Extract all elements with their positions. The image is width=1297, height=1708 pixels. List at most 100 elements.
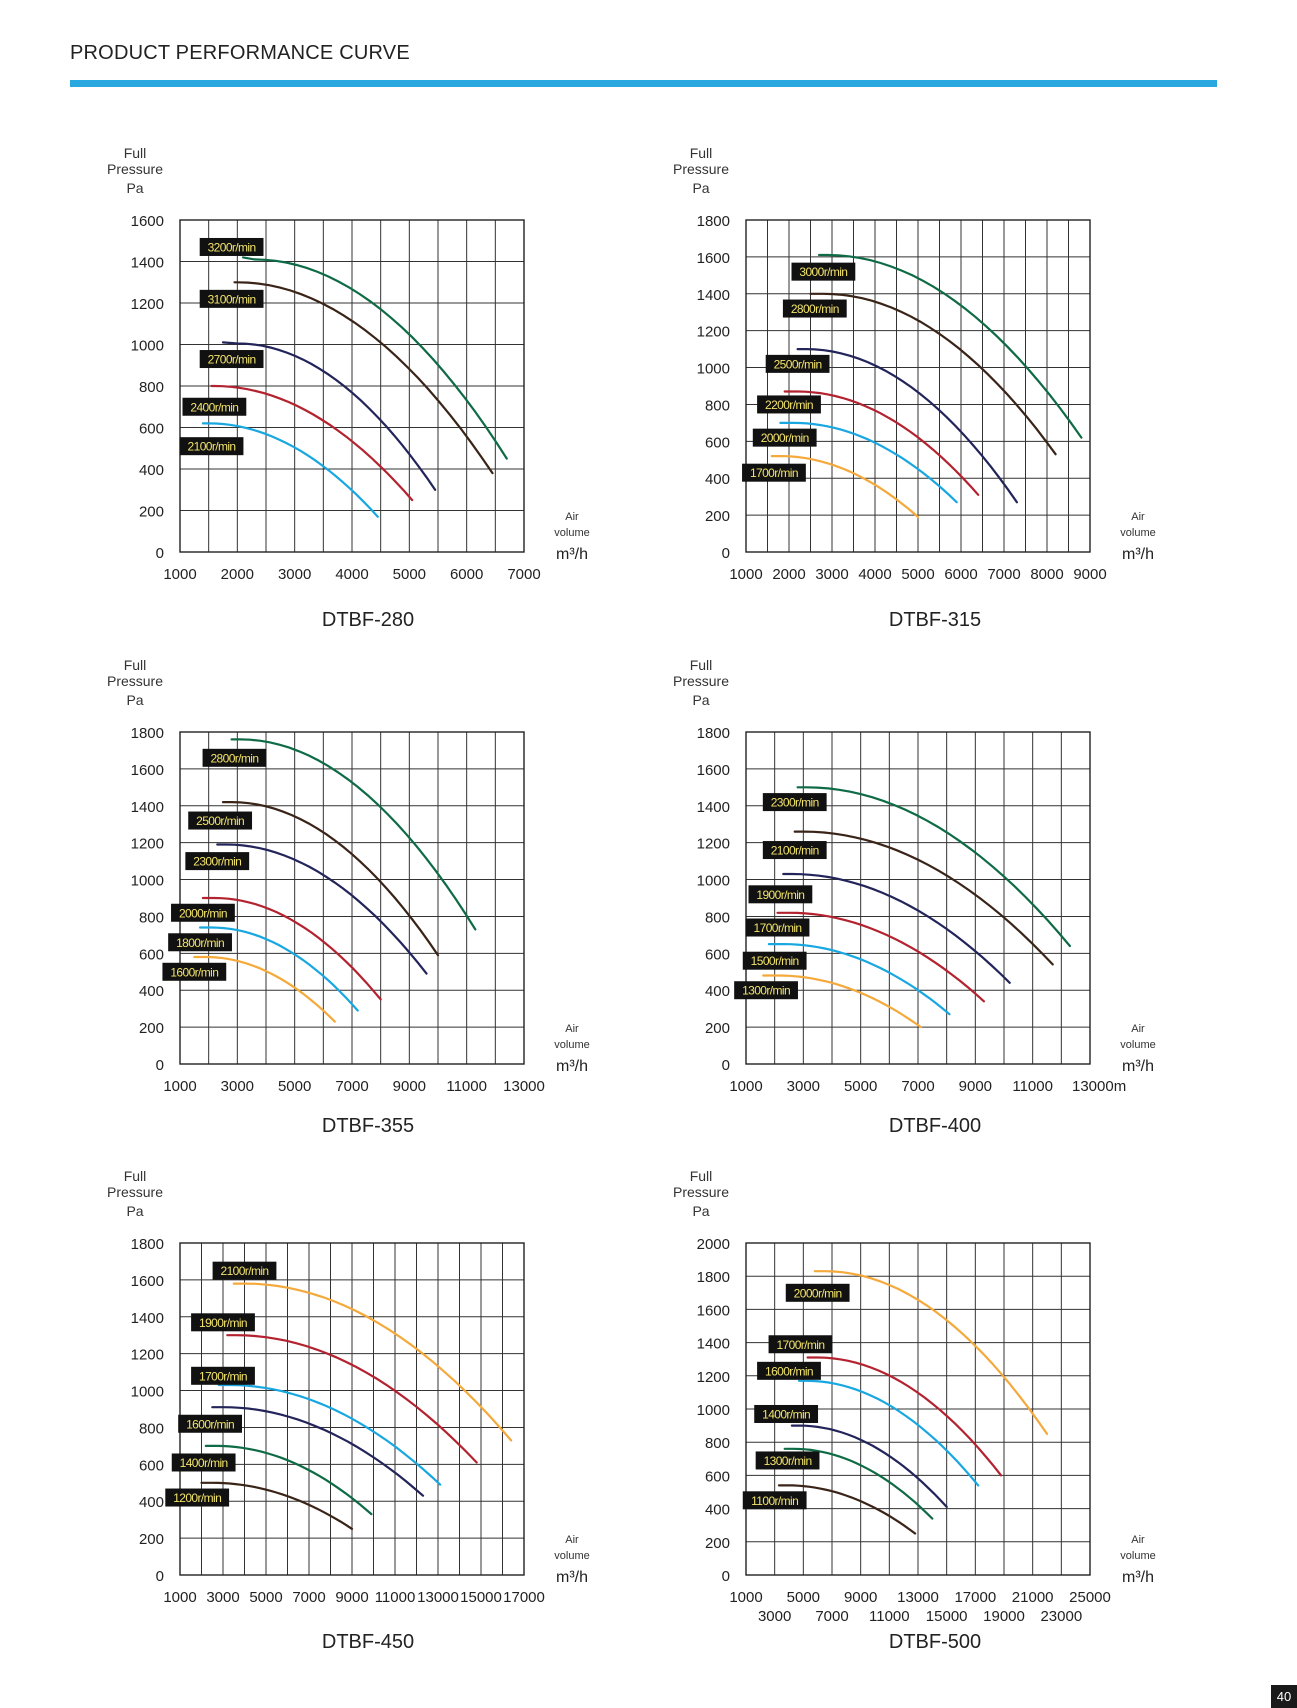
series-line bbox=[782, 872, 1011, 984]
series-line bbox=[221, 341, 437, 491]
series-label-text: 1700r/min bbox=[754, 921, 802, 935]
series-label-text: 2000r/min bbox=[794, 1286, 842, 1300]
series-label-text: 1700r/min bbox=[750, 466, 798, 480]
y-tick-label: 1800 bbox=[131, 725, 164, 742]
series-line bbox=[770, 455, 920, 519]
x-tick-label: 15000 bbox=[926, 1608, 968, 1625]
series-label-text: 1400r/min bbox=[762, 1407, 810, 1421]
x-tick-label: 13000 bbox=[897, 1589, 939, 1606]
series-line bbox=[783, 1447, 934, 1520]
y-axis-label-line: Pa bbox=[126, 1203, 143, 1219]
series-label: 1400r/min bbox=[171, 1453, 236, 1472]
x-tick-label: 3000 bbox=[278, 566, 311, 583]
y-tick-label: 1000 bbox=[131, 873, 164, 890]
y-tick-label: 1600 bbox=[697, 762, 730, 779]
x-tick-label: 7000 bbox=[292, 1589, 325, 1606]
series-label-text: 2300r/min bbox=[193, 855, 241, 869]
series-label-text: 2000r/min bbox=[179, 906, 227, 920]
y-axis-label-line: Pressure bbox=[673, 161, 729, 177]
y-tick-label: 600 bbox=[705, 946, 730, 963]
page-number: 40 bbox=[1271, 1685, 1297, 1708]
y-tick-label: 0 bbox=[722, 1057, 730, 1074]
series-label-text: 1300r/min bbox=[764, 1454, 812, 1468]
x-tick-label: 5000 bbox=[844, 1078, 877, 1095]
x-tick-label: 2000 bbox=[772, 566, 805, 583]
x-axis-label-line: Air bbox=[565, 1023, 579, 1035]
series-label: 2800r/min bbox=[782, 299, 847, 318]
y-tick-label: 0 bbox=[156, 1057, 164, 1074]
series-line bbox=[216, 843, 428, 975]
series-label-bg bbox=[168, 933, 232, 952]
x-tick-label: 9000 bbox=[393, 1078, 426, 1095]
y-tick-label: 800 bbox=[139, 1420, 164, 1437]
y-tick-label: 1600 bbox=[697, 250, 730, 267]
y-tick-label: 1200 bbox=[697, 1369, 730, 1386]
model-label: DTBF-280 bbox=[321, 609, 415, 631]
series-label-bg bbox=[199, 289, 264, 308]
x-tick-label: 13000 bbox=[417, 1589, 459, 1606]
series-line bbox=[797, 1379, 980, 1487]
chart-dtbf-500: Full Pressure Pa 0 200 400 600 800 1000 1200 1400 1… bbox=[666, 1168, 1226, 1638]
y-axis-label-line: Full bbox=[690, 1168, 713, 1184]
chart-dtbf-400: Full Pressure Pa 0 200 400 600 800 1000 1200 1400 1… bbox=[666, 657, 1226, 1127]
series-label: 1700r/min bbox=[745, 918, 810, 937]
series-label-text: 2700r/min bbox=[208, 353, 256, 367]
series-label-text: 1600r/min bbox=[186, 1417, 234, 1431]
series-line bbox=[242, 256, 508, 460]
model-label: DTBF-355 bbox=[321, 1115, 415, 1137]
x-tick-label: 9000 bbox=[959, 1078, 992, 1095]
series-label-bg bbox=[171, 903, 235, 922]
y-tick-label: 1800 bbox=[697, 213, 730, 230]
x-tick-label: 7000 bbox=[987, 566, 1020, 583]
series-label: 1600r/min bbox=[178, 1414, 242, 1433]
series-label-text: 2500r/min bbox=[196, 814, 244, 828]
y-tick-label: 1200 bbox=[131, 836, 164, 853]
x-axis-label-line: Air bbox=[1131, 511, 1145, 523]
y-tick-label: 800 bbox=[139, 909, 164, 926]
series-line bbox=[813, 1270, 1049, 1435]
series-label-text: 2100r/min bbox=[188, 440, 236, 454]
series-line bbox=[217, 1383, 442, 1486]
y-tick-label: 1800 bbox=[697, 725, 730, 742]
x-tick-label: 5000 bbox=[393, 566, 426, 583]
y-tick-label: 1400 bbox=[131, 1310, 164, 1327]
series-line bbox=[233, 281, 494, 475]
y-tick-label: 0 bbox=[156, 545, 164, 562]
series-label-bg bbox=[791, 262, 856, 281]
series-label-text: 2100r/min bbox=[771, 844, 819, 858]
series-label: 1600r/min bbox=[757, 1361, 821, 1380]
model-label: DTBF-315 bbox=[888, 609, 982, 631]
series-line bbox=[762, 974, 922, 1029]
y-axis-label-line: Pressure bbox=[673, 1184, 729, 1200]
y-tick-label: 200 bbox=[705, 1535, 730, 1552]
series-label-text: 1700r/min bbox=[776, 1338, 824, 1352]
series-label-bg bbox=[734, 981, 798, 1000]
series-label-bg bbox=[782, 299, 847, 318]
x-tick-label: 1000 bbox=[729, 1078, 762, 1095]
y-tick-label: 600 bbox=[139, 1457, 164, 1474]
x-axis-label-line: volume bbox=[1120, 1039, 1155, 1051]
x-axis-unit: m³/h bbox=[556, 1569, 588, 1586]
y-axis-label-line: Pa bbox=[692, 692, 709, 708]
series-label: 2500r/min bbox=[765, 354, 830, 373]
series-label-text: 1600r/min bbox=[170, 965, 218, 979]
x-tick-label: 2000 bbox=[221, 566, 254, 583]
series-label-text: 1900r/min bbox=[199, 1316, 247, 1330]
y-tick-label: 400 bbox=[705, 983, 730, 1000]
y-axis-label-line: Full bbox=[690, 145, 713, 161]
series-label: 3000r/min bbox=[791, 262, 856, 281]
series-label: 1900r/min bbox=[191, 1313, 255, 1332]
series-label: 3200r/min bbox=[199, 237, 264, 256]
plot-frame bbox=[179, 219, 525, 553]
y-tick-label: 1200 bbox=[131, 1347, 164, 1364]
series-line bbox=[230, 738, 477, 931]
series-label-bg bbox=[165, 1488, 230, 1507]
model-label: DTBF-400 bbox=[888, 1115, 982, 1137]
y-tick-label: 200 bbox=[705, 1020, 730, 1037]
series-label-bg bbox=[171, 1453, 236, 1472]
series-label-text: 2100r/min bbox=[221, 1264, 269, 1278]
series-label-text: 1600r/min bbox=[765, 1364, 813, 1378]
